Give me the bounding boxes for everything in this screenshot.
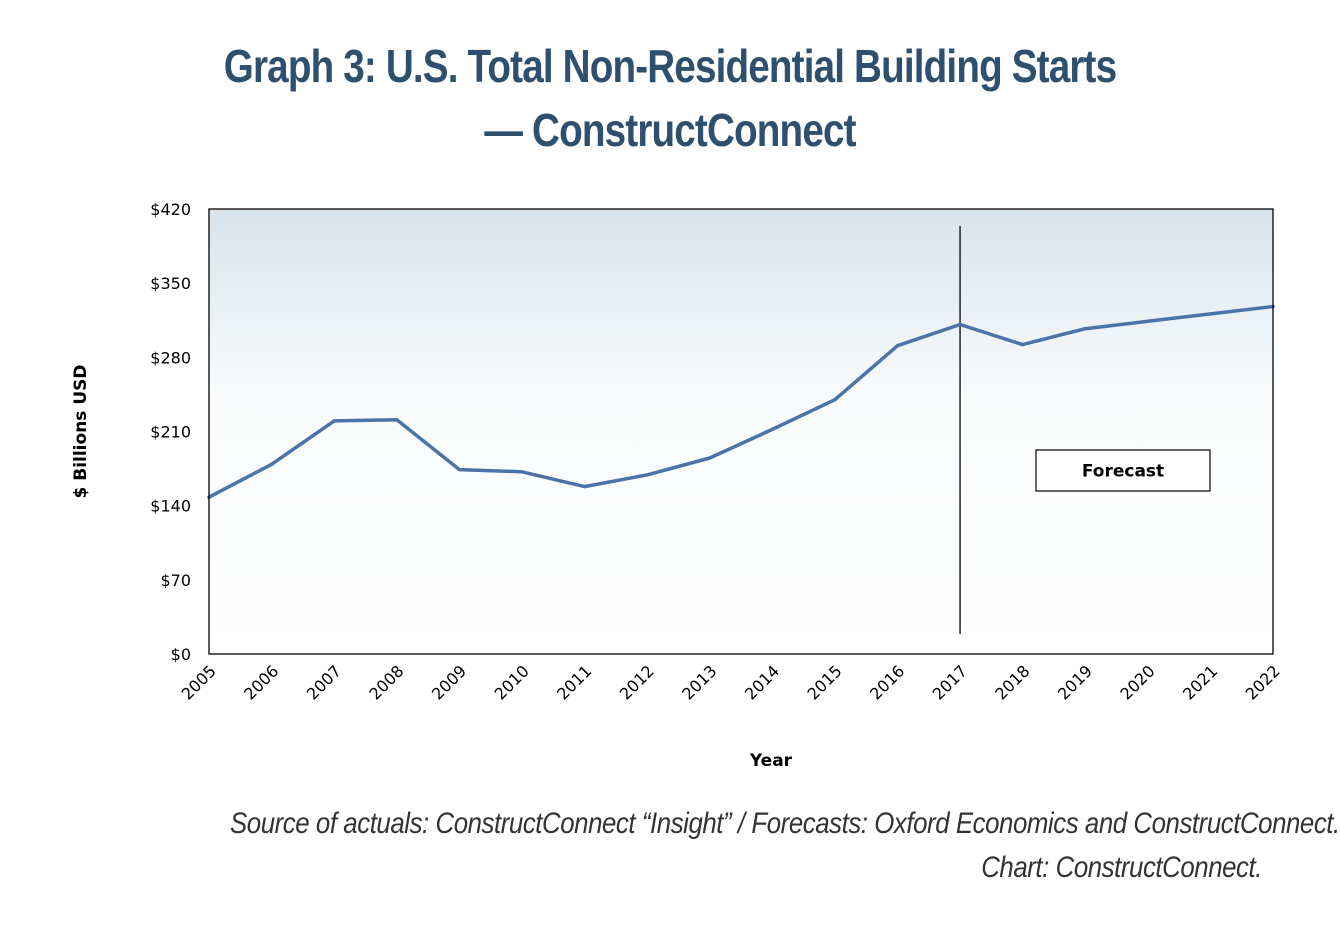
data-point: [1146, 319, 1150, 323]
x-tick-label: 2012: [616, 661, 658, 703]
plot-border: [208, 208, 1274, 655]
x-tick-label: 2015: [803, 661, 845, 703]
x-tick-label: 2006: [240, 661, 282, 703]
source-line-2: Chart: ConstructConnect.: [981, 851, 1262, 884]
x-tick-label: 2007: [303, 661, 345, 703]
x-tick-label: 2020: [1116, 661, 1158, 703]
data-point: [332, 419, 336, 423]
y-tick-label: $210: [150, 423, 191, 442]
x-tick-label: 2022: [1242, 661, 1284, 703]
x-tick-label: 2005: [178, 661, 220, 703]
data-point: [1208, 312, 1213, 316]
x-tick-label: 2016: [866, 661, 908, 703]
data-point: [1083, 327, 1087, 331]
x-tick-label: 2019: [1054, 661, 1096, 703]
x-tick-label: 2009: [428, 661, 470, 703]
data-point: [520, 470, 524, 474]
data-point: [895, 344, 900, 348]
y-tick-label: $0: [171, 645, 191, 664]
data-point: [1021, 343, 1025, 347]
x-tick-label: 2008: [365, 661, 407, 703]
data-point: [770, 427, 774, 431]
source-line-1: Source of actuals: ConstructConnect “Ins…: [230, 807, 1340, 840]
y-tick-label: $140: [150, 497, 191, 516]
data-point: [457, 468, 461, 472]
data-point: [582, 484, 587, 489]
y-tick-label: $280: [150, 348, 191, 367]
x-tick-label: 2017: [929, 661, 971, 703]
data-point: [395, 418, 399, 422]
forecast-annotation-label: Forecast: [1082, 462, 1164, 482]
x-axis-title: Year: [749, 751, 793, 771]
series-line: [207, 304, 1275, 499]
x-tick-label: 2018: [991, 661, 1033, 703]
plot-area: [209, 209, 1273, 654]
data-point: [833, 398, 837, 402]
x-tick-label: 2010: [491, 661, 533, 703]
forecast-annotation-box: [1035, 449, 1211, 492]
y-tick-label: $420: [150, 200, 191, 219]
x-tick-label: 2014: [741, 661, 783, 703]
y-tick-label: $70: [160, 571, 191, 590]
x-tick-label: 2011: [553, 661, 595, 703]
chart-title: Graph 3: U.S. Total Non-Residential Buil…: [223, 40, 1117, 156]
data-point: [958, 322, 962, 327]
source-note: Source of actuals: ConstructConnect “Ins…: [62, 802, 1340, 890]
data-point: [269, 462, 274, 466]
x-tick-label: 2013: [678, 661, 720, 703]
line-chart: $0 $70 $140 $210 $280 $350 $420 2005 2006 2007 200…: [71, 200, 1284, 771]
y-tick-label: $350: [150, 274, 191, 293]
y-axis-title: $ Billions USD: [71, 365, 91, 499]
data-point: [708, 456, 712, 460]
data-point: [645, 473, 649, 477]
x-tick-label: 2021: [1179, 661, 1221, 703]
